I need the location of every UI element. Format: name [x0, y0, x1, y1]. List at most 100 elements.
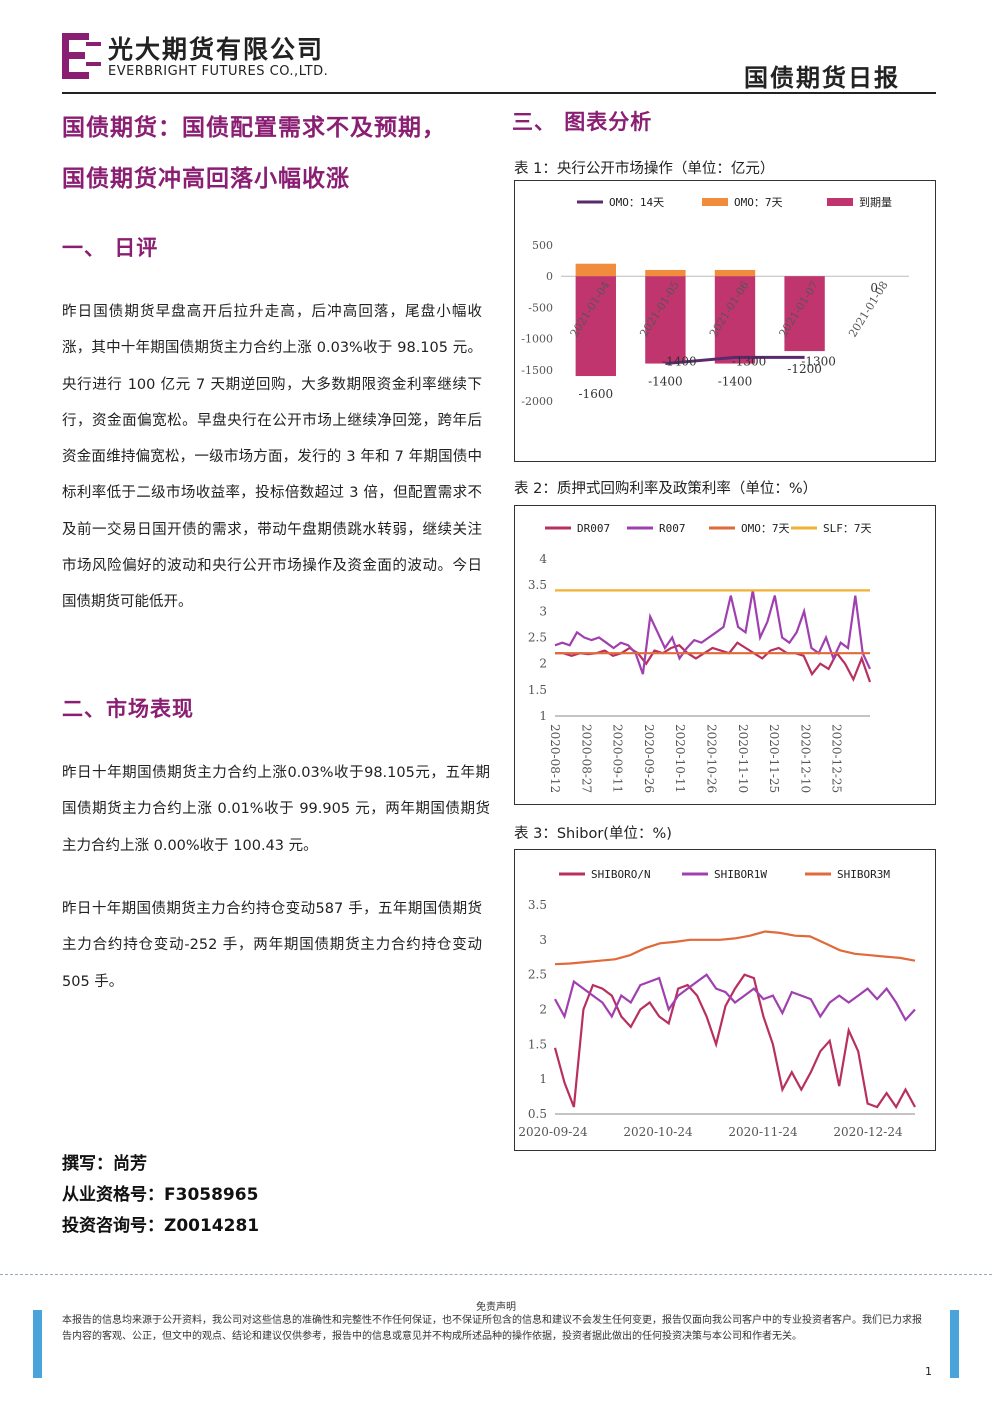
data-label: 0	[870, 281, 878, 295]
header-divider	[62, 92, 936, 94]
chart1-frame: OMO：14天 OMO：7天 到期量 500 0 -500 -1000 -1500 -2000 2…	[514, 180, 936, 462]
x-tick-label: 2020-12-25	[830, 724, 844, 793]
y-tick-label: 500	[532, 239, 553, 252]
y-tick-label: 0	[546, 270, 553, 283]
legend-swatch	[827, 198, 853, 206]
company-name-cn: 光大期货有限公司	[108, 35, 325, 64]
legend-label: DR007	[577, 522, 610, 535]
data-label: -1400	[648, 375, 683, 389]
data-label: -1300	[732, 354, 767, 368]
series-line	[555, 641, 872, 683]
bar	[714, 269, 756, 277]
x-tick-label: 2020-10-24	[623, 1125, 693, 1139]
y-tick-label: 2.5	[528, 968, 547, 982]
author-writer: 撰写：尚芳	[62, 1154, 147, 1174]
bar	[575, 263, 616, 277]
footer-divider	[0, 1274, 992, 1275]
y-tick-label: 1.5	[528, 683, 547, 697]
chart2-frame: DR007 R007 OMO：7天 SLF：7天 4 3.5 3 2.5 2 1.5 1 2020-0…	[514, 505, 936, 805]
footer-bar-left	[33, 1310, 42, 1378]
market-performance-para-1: 昨日十年期国债期货主力合约上涨0.03%收于98.105元，五年期国债期货主力合…	[62, 765, 490, 854]
section-market-heading: 二、市场表现	[62, 697, 194, 721]
series-line-omo14	[665, 355, 805, 366]
series-line	[554, 930, 916, 966]
x-tick-label: 2020-09-26	[642, 724, 656, 793]
legend-label: OMO：14天	[609, 196, 664, 209]
chart3-frame: SHIBORO/N SHIBOR1W SHIBOR3M 3.5 3 2.5 2 1.5 1 0.5…	[514, 849, 936, 1151]
y-tick-label: 3	[539, 604, 547, 618]
data-label: -1400	[662, 354, 697, 368]
chart1-caption: 表 1：央行公开市场操作（单位：亿元）	[514, 161, 775, 177]
x-tick-label: 2020-12-24	[833, 1125, 903, 1139]
y-tick-label: 0.5	[528, 1107, 547, 1121]
footer-bar-right	[950, 1310, 959, 1378]
data-label: -1600	[579, 387, 614, 401]
x-tick-label: 2020-10-11	[673, 724, 687, 793]
y-tick-label: 1	[539, 1072, 547, 1086]
y-tick-label: 3.5	[528, 578, 547, 592]
bar	[575, 276, 616, 377]
y-tick-label: -2000	[521, 395, 553, 408]
legend-label: SHIBOR1W	[714, 868, 767, 881]
market-performance-para-2: 昨日十年期国债期货主力合约持仓变动587 手，五年期国债期货主力合约持仓变动-2…	[62, 901, 482, 990]
bar	[645, 269, 686, 277]
series-line	[553, 973, 916, 1110]
legend-label: R007	[659, 522, 686, 535]
x-tick-label: 2021-01-08	[846, 279, 891, 340]
report-title: 国债期货日报	[744, 64, 900, 92]
chart3-shibor: SHIBORO/N SHIBOR1W SHIBOR3M 3.5 3 2.5 2 1.5 1 0.5…	[518, 868, 916, 1139]
x-tick-label: 2020-09-24	[518, 1125, 588, 1139]
author-consulting-id: 投资咨询号：Z0014281	[62, 1216, 260, 1236]
y-tick-label: 2	[539, 657, 547, 671]
x-tick-label: 2020-09-11	[611, 724, 625, 793]
x-tick-label: 2020-08-12	[548, 724, 562, 793]
legend-label: OMO：7天	[734, 196, 783, 209]
disclaimer-body: 本报告的信息均来源于公开资料，我公司对这些信息的准确性和完整性不作任何保证，也不…	[62, 1315, 922, 1342]
disclaimer-title: 免责声明	[476, 1302, 516, 1313]
y-tick-label: -1500	[521, 364, 553, 377]
bar	[784, 276, 825, 352]
x-tick-label: 2020-11-24	[728, 1125, 798, 1139]
company-logo	[62, 33, 102, 79]
y-tick-label: 3	[539, 933, 547, 947]
bar	[645, 276, 686, 364]
y-tick-label: 1.5	[528, 1037, 547, 1051]
legend-label: SHIBORO/N	[591, 868, 651, 881]
data-label: -1200	[787, 362, 822, 376]
y-tick-label: 2	[539, 1003, 547, 1017]
series-line	[554, 973, 916, 1022]
x-tick-label: 2020-12-10	[798, 724, 812, 793]
y-tick-label: -1000	[521, 333, 553, 346]
chart1-omo-operations: OMO：14天 OMO：7天 到期量 500 0 -500 -1000 -1500 -2000 2…	[521, 196, 909, 408]
y-tick-label: 3.5	[528, 898, 547, 912]
company-name-en: EVERBRIGHT FUTURES CO.,LTD.	[108, 64, 329, 79]
page-number: 1	[925, 1365, 932, 1378]
y-tick-label: 1	[539, 709, 547, 723]
chart2-caption: 表 2：质押式回购利率及政策利率（单位：%）	[514, 481, 818, 497]
legend-label: OMO：7天	[741, 522, 790, 535]
daily-comment-body: 昨日国债期货早盘高开后拉升走高，后冲高回落，尾盘小幅收涨，其中十年期国债期货主力…	[62, 304, 482, 611]
y-tick-label: -500	[528, 301, 553, 314]
bar	[714, 276, 756, 364]
x-tick-label: 2020-10-26	[705, 724, 719, 793]
headline-line-1: 国债期货：国债配置需求不及预期，	[62, 115, 446, 141]
chart2-repo-rates: DR007 R007 OMO：7天 SLF：7天43.532.521.512020-0…	[528, 522, 872, 793]
series-line	[554, 590, 871, 675]
headline-line-2: 国债期货冲高回落小幅收涨	[62, 166, 350, 192]
author-qualification: 从业资格号：F3058965	[62, 1185, 259, 1205]
chart3-caption: 表 3：Shibor(单位：%)	[514, 826, 672, 842]
legend-label: SLF：7天	[823, 522, 872, 535]
logo-graphic	[62, 33, 101, 79]
legend-swatch	[702, 198, 728, 206]
x-tick-label: 2020-08-27	[579, 724, 593, 793]
legend-label: 到期量	[859, 196, 892, 209]
section-chart-analysis-heading: 三、 图表分析	[512, 110, 653, 134]
y-tick-label: 2.5	[528, 631, 547, 645]
section-daily-comment-heading: 一、 日评	[62, 236, 159, 260]
x-tick-label: 2020-11-10	[736, 724, 750, 793]
data-label: -1300	[801, 354, 836, 368]
data-label: -1400	[718, 375, 753, 389]
x-tick-label: 2020-11-25	[767, 724, 781, 793]
y-tick-label: 4	[539, 552, 547, 566]
legend-label: SHIBOR3M	[837, 868, 890, 881]
